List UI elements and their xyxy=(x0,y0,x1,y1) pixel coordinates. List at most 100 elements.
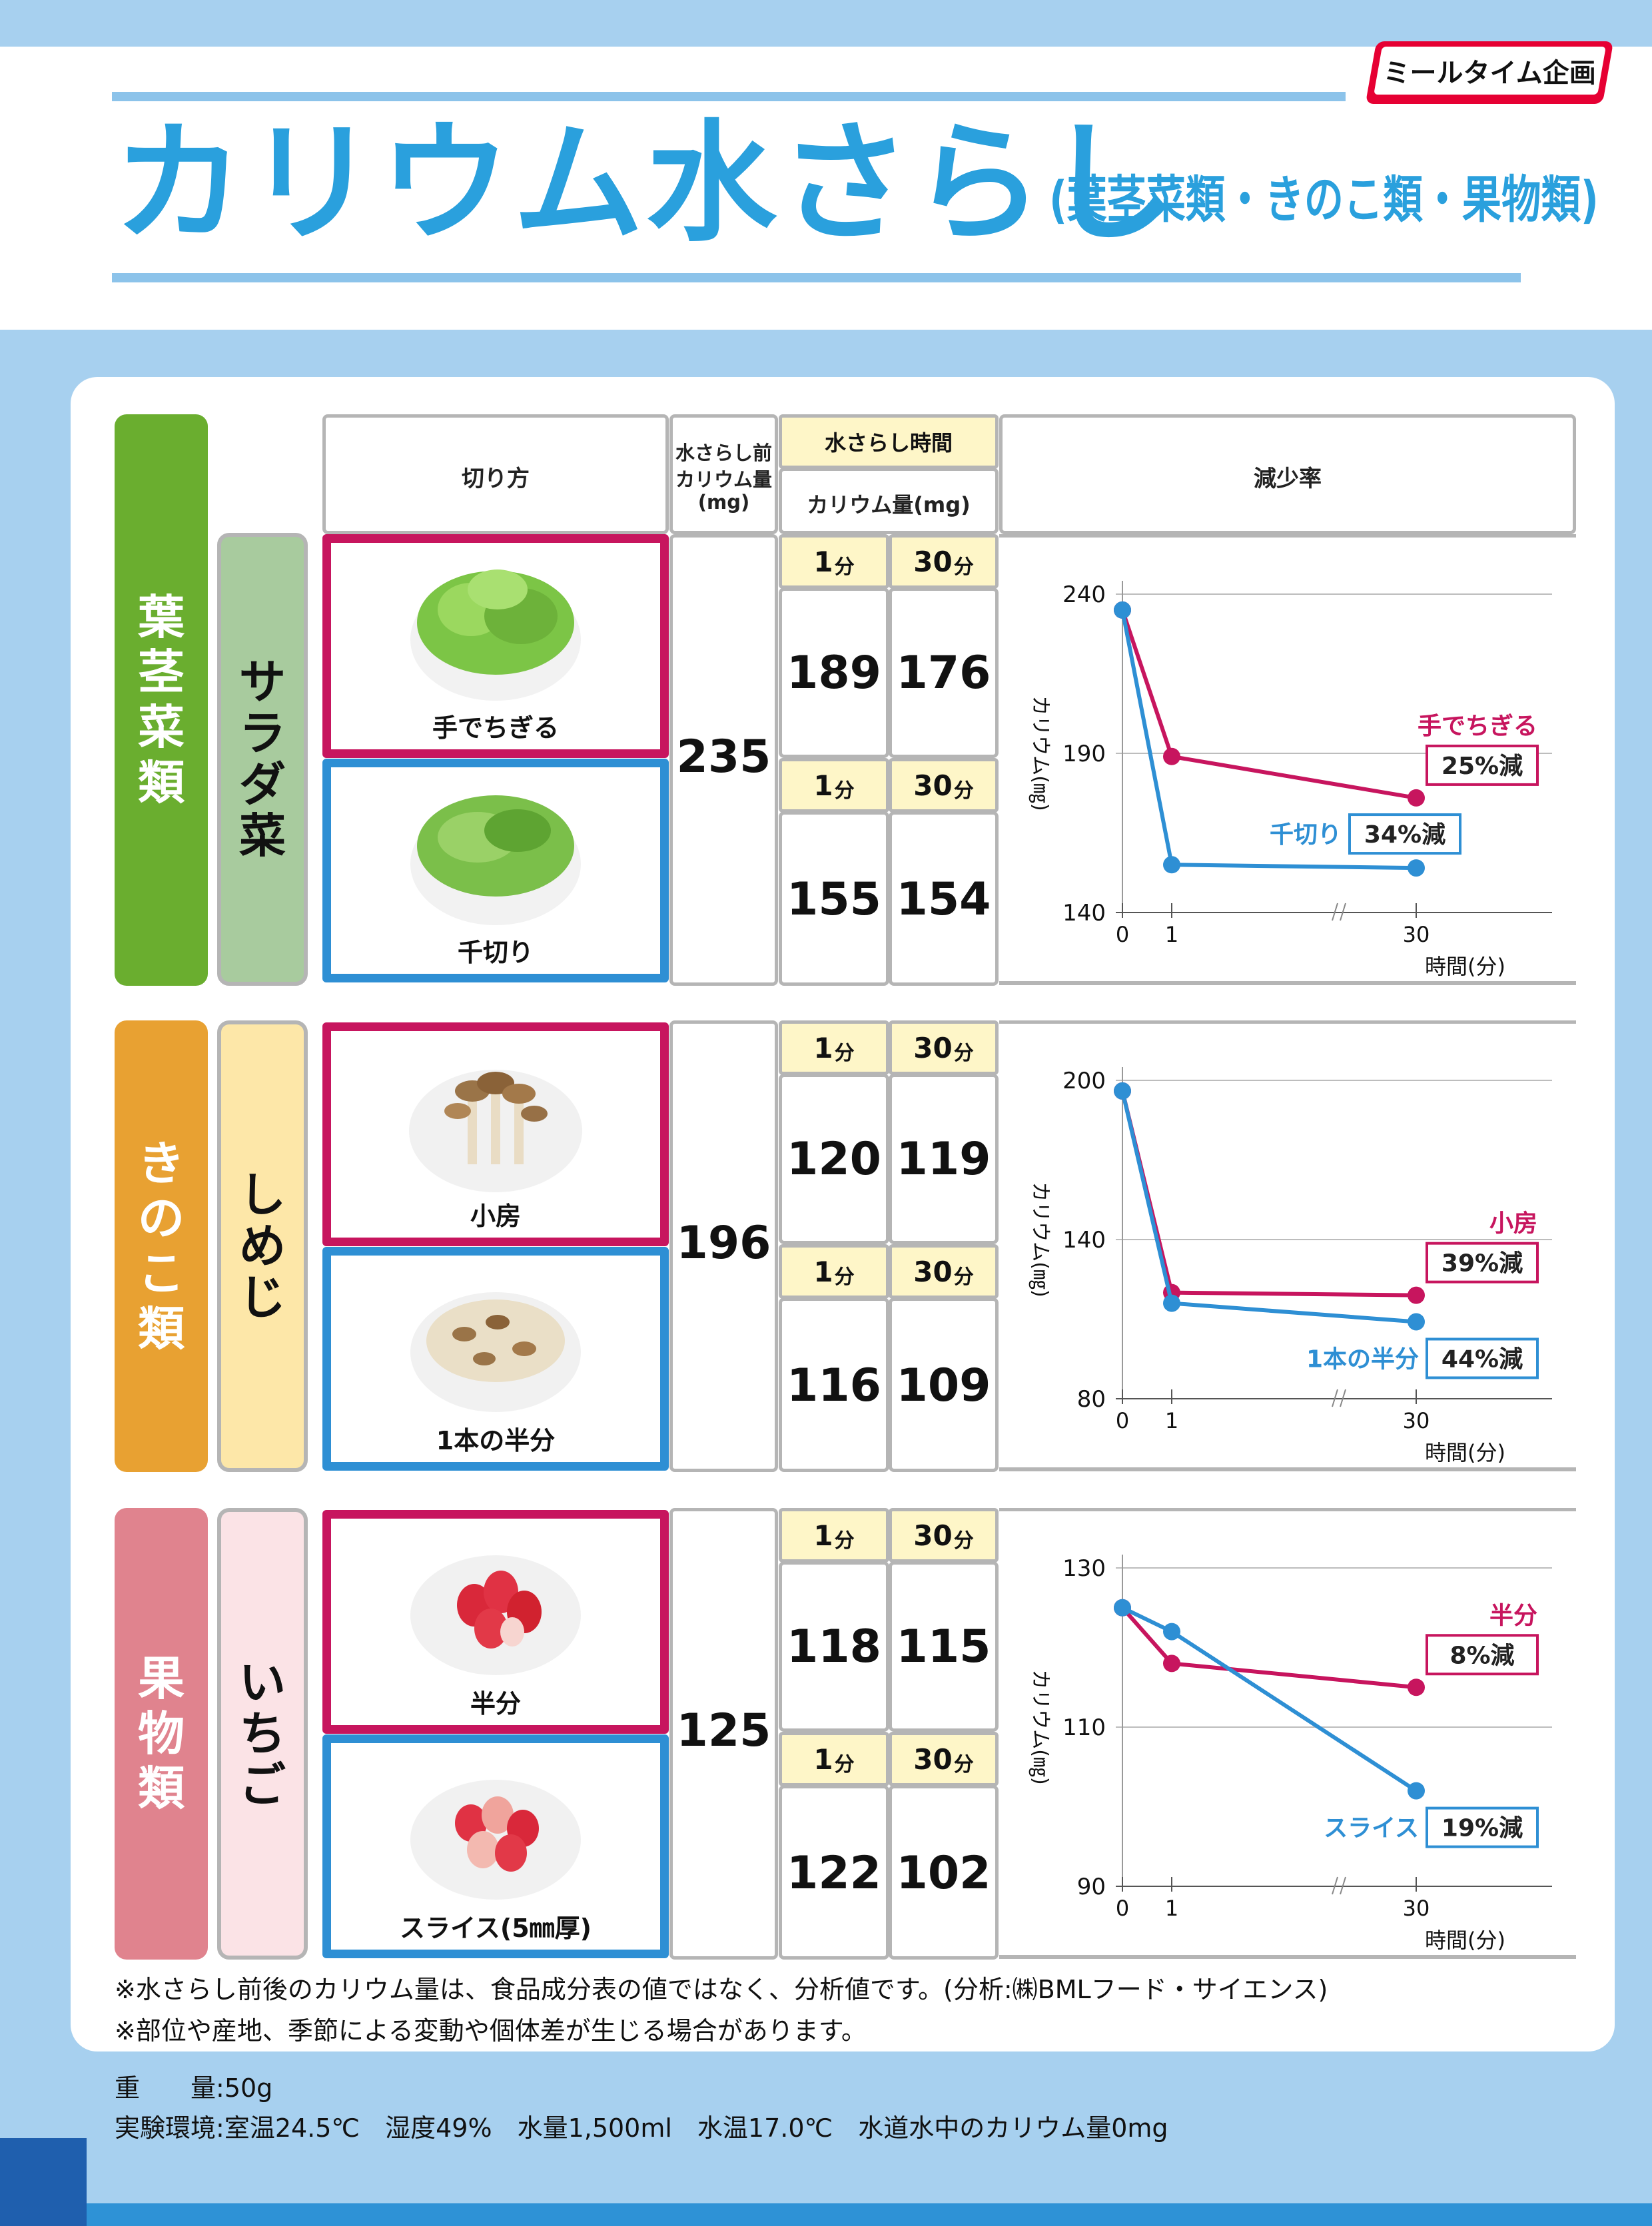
value-cell: 189 xyxy=(779,587,889,758)
category-leafy: 葉 茎 菜 類 xyxy=(115,414,208,986)
time-number: 1 xyxy=(813,1742,833,1776)
value-1min: 189 xyxy=(787,647,881,699)
shredded-lettuce-image xyxy=(410,795,581,925)
cut-label: 1本の半分 xyxy=(436,1426,556,1455)
series-line xyxy=(1120,1606,1417,1690)
y-tick-label: 190 xyxy=(1062,741,1106,767)
time-unit: 分 xyxy=(953,1042,974,1065)
header-before-line1: 水さらし前 xyxy=(675,442,772,464)
x-axis-label: 時間(分) xyxy=(1425,1440,1505,1465)
value-cell: 154 xyxy=(889,811,999,986)
y-axis-label: カリウム(㎎) xyxy=(1029,1669,1052,1784)
value-cell: 102 xyxy=(889,1785,999,1960)
time-30min: 30 分 xyxy=(889,1020,999,1075)
time-unit: 分 xyxy=(834,1529,855,1553)
item-char: ラ xyxy=(239,706,286,761)
y-axis-label: カリウム(㎎) xyxy=(1029,695,1052,811)
cut-label: 半分 xyxy=(470,1689,521,1718)
axis-break xyxy=(1332,1876,1346,1895)
reduction-box xyxy=(1426,1806,1539,1848)
time-unit: 分 xyxy=(953,1753,974,1776)
time-unit: 分 xyxy=(953,556,974,579)
cat-char: き xyxy=(138,1136,185,1191)
x-tick-label: 30 xyxy=(1403,1896,1430,1921)
title-rule-bottom xyxy=(112,273,1521,282)
series-line xyxy=(1120,609,1417,800)
time-unit: 分 xyxy=(834,556,855,579)
time-30min: 30 分 xyxy=(889,758,999,813)
cat-char: 菜 xyxy=(138,700,185,755)
lettuce-image xyxy=(410,569,581,701)
photo-salad-shredded: 千切り xyxy=(322,759,669,982)
title-rule-top xyxy=(112,92,1346,101)
value-cell: 116 xyxy=(779,1298,889,1472)
value-1min: 122 xyxy=(787,1847,881,1900)
time-unit: 分 xyxy=(834,1753,855,1776)
header-potassium: カリウム量(mg) xyxy=(779,468,999,534)
data-point xyxy=(1408,789,1425,807)
value-30min: 154 xyxy=(896,873,991,926)
data-point xyxy=(1163,856,1180,874)
data-point xyxy=(1114,1599,1131,1617)
item-char: ダ xyxy=(239,757,286,812)
cut-label: スライス(5㎜厚) xyxy=(399,1914,592,1943)
time-unit: 分 xyxy=(834,1042,855,1065)
item-char: じ xyxy=(239,1270,286,1325)
series-name-label: 千切り xyxy=(1270,821,1342,849)
bottom-bar xyxy=(87,2203,1652,2226)
photo-strawberry-slice: スライス(5㎜厚) xyxy=(322,1734,669,1958)
time-unit: 分 xyxy=(953,1529,974,1553)
reduction-label: 8%減 xyxy=(1449,1642,1514,1669)
data-point xyxy=(1408,1782,1425,1800)
before-shimeji: 196 xyxy=(669,1020,778,1472)
x-tick-label: 1 xyxy=(1165,922,1178,947)
y-tick-label: 140 xyxy=(1062,1227,1106,1254)
chart-salad: 240 190 140 0 1 30 時間(分) カリウム(㎎) 手でちぎる 25%減 34%減千切… xyxy=(999,534,1576,985)
data-point xyxy=(1163,1623,1180,1641)
before-value: 235 xyxy=(676,731,771,783)
reduction-box xyxy=(1426,744,1539,786)
category-fruit: 果 物 類 xyxy=(115,1508,208,1960)
header-before: 水さらし前 カリウム量 (mg) xyxy=(669,414,778,534)
value-1min: 120 xyxy=(787,1133,881,1186)
value-cell: 122 xyxy=(779,1785,889,1960)
data-point xyxy=(1163,747,1180,765)
photo-salad-torn: 手でちぎる xyxy=(322,534,669,758)
series-name-label: 半分 xyxy=(1489,1602,1537,1629)
time-number: 1 xyxy=(813,1031,833,1064)
header-before-line3: (mg) xyxy=(697,491,750,514)
time-number: 1 xyxy=(813,545,833,578)
top-stripe xyxy=(0,0,1652,47)
item-char: ご xyxy=(239,1757,286,1812)
value-cell: 118 xyxy=(779,1561,889,1732)
cat-char: こ xyxy=(138,1246,185,1301)
item-char: 菜 xyxy=(239,809,286,863)
cut-label: 千切り xyxy=(457,938,534,967)
cat-char: 類 xyxy=(138,755,185,810)
mushroom-half-image xyxy=(410,1292,581,1412)
strawberry-image xyxy=(410,1555,581,1675)
value-30min: 119 xyxy=(896,1133,991,1186)
axis-break xyxy=(1332,1389,1346,1407)
reduction-label: 39%減 xyxy=(1442,1250,1523,1278)
series-name-label: 1本の半分 xyxy=(1306,1345,1419,1373)
time-unit: 分 xyxy=(953,1266,974,1289)
cut-label: 小房 xyxy=(470,1202,521,1231)
reduction-box xyxy=(1426,1634,1539,1676)
time-number: 1 xyxy=(813,1519,833,1552)
note-2: ※部位や産地、季節による変動や個体差が生じる場合があります。 xyxy=(115,2016,867,2045)
x-tick-label: 1 xyxy=(1165,1408,1178,1433)
time-number: 30 xyxy=(913,1742,953,1776)
time-unit: 分 xyxy=(953,779,974,803)
header-rate-label: 減少率 xyxy=(1254,466,1322,492)
page-subtitle: (葉茎菜類・きのこ類・果物類) xyxy=(1049,170,1599,229)
value-30min: 102 xyxy=(896,1847,991,1900)
before-value: 125 xyxy=(676,1704,771,1757)
time-number: 1 xyxy=(813,769,833,802)
